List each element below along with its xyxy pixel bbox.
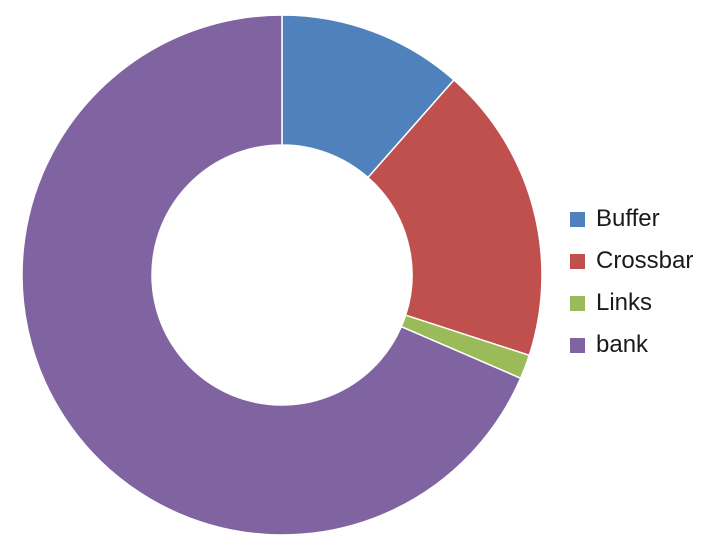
- legend-swatch-buffer: [570, 211, 585, 227]
- legend-swatch-links: [570, 295, 585, 311]
- legend-swatch-bank: [570, 337, 585, 353]
- donut-slice-bank: [21, 14, 522, 536]
- legend-item-crossbar: Crossbar: [570, 240, 715, 282]
- legend-item-links: Links: [570, 282, 715, 324]
- legend: Buffer Crossbar Links bank: [570, 198, 715, 366]
- legend-label-crossbar: Crossbar: [596, 247, 694, 274]
- legend-label-bank: bank: [596, 331, 649, 358]
- donut-slice-crossbar: [367, 79, 543, 357]
- legend-item-bank: bank: [570, 324, 715, 366]
- legend-item-buffer: Buffer: [570, 198, 715, 240]
- legend-swatch-crossbar: [570, 253, 585, 269]
- legend-label-buffer: Buffer: [596, 205, 660, 232]
- legend-label-links: Links: [596, 289, 653, 316]
